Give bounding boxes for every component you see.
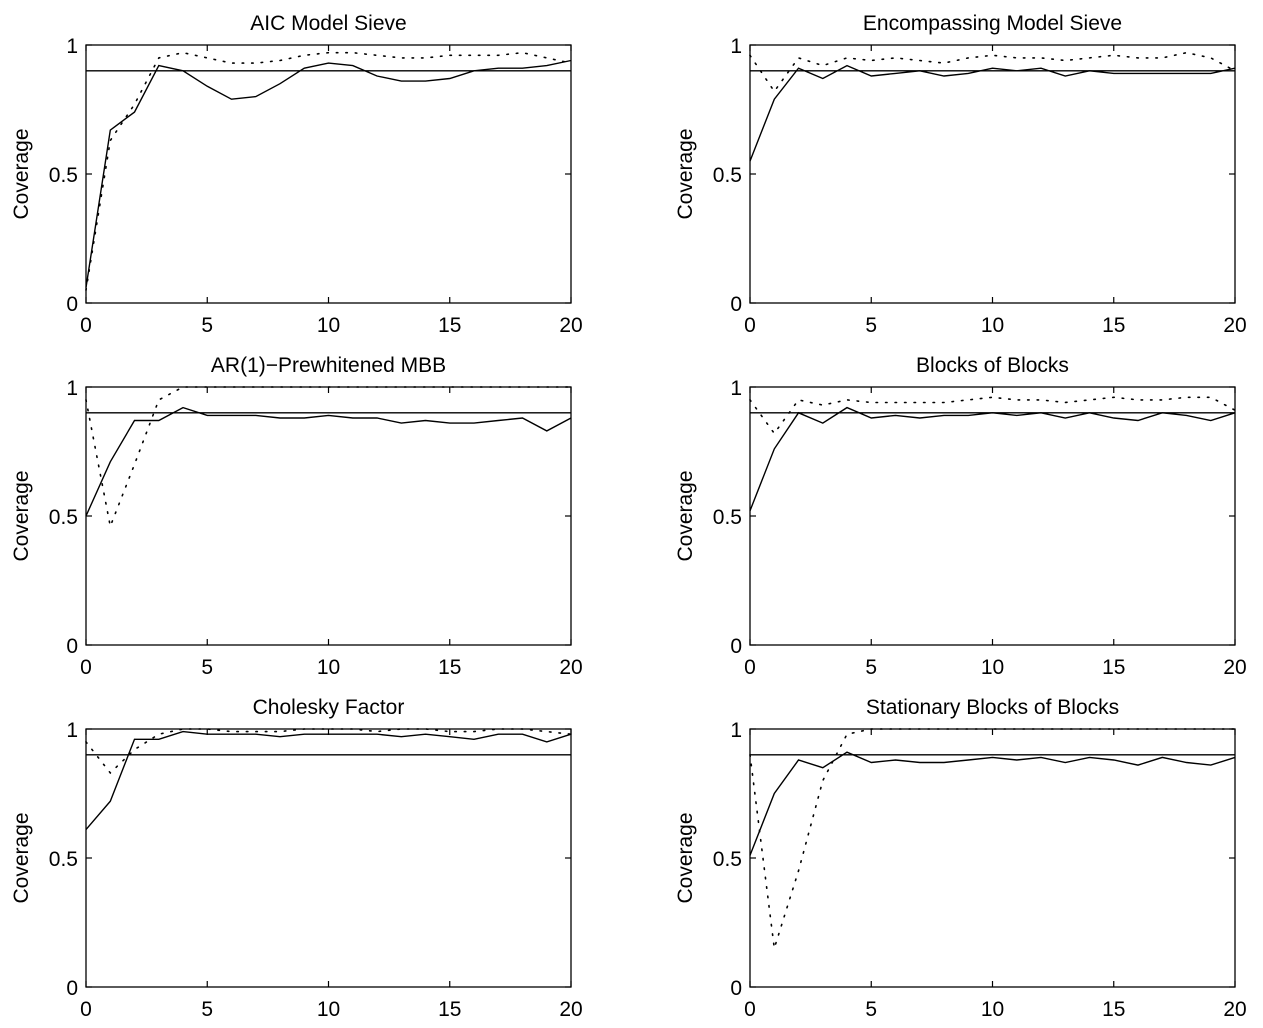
panel-title: Stationary Blocks of Blocks [866,696,1119,719]
panel-5: Cholesky Factor Coverage 0 5 10 15 20 0 0.5 1 [10,696,583,1021]
x-tick-label: 20 [559,998,582,1021]
panel-title: Encompassing Model Sieve [863,12,1122,35]
y-tick-label: 1 [66,719,78,742]
x-tick-label: 0 [744,314,756,337]
dotted-series-line [85,728,572,775]
x-tick-label: 0 [80,656,92,679]
plot-frame [749,386,1236,646]
y-tick-label: 0.5 [713,164,742,187]
panel-3: AR(1)−Prewhitened MBB Coverage 0 5 10 15 20 0 0.… [10,354,583,679]
plot-frame [749,44,1236,304]
y-tick-label: 0.5 [713,506,742,529]
x-tick-label: 5 [201,998,213,1021]
x-tick-label: 15 [438,998,461,1021]
y-tick-label: 0 [730,635,742,658]
panel-4: Blocks of Blocks Coverage 0 5 10 15 20 0 0.5 1 [674,354,1247,679]
x-tick-label: 10 [317,314,340,337]
y-axis-label: Coverage [674,470,697,561]
panel-title: AR(1)−Prewhitened MBB [211,354,446,377]
y-tick-label: 0.5 [49,848,78,871]
y-tick-label: 1 [730,719,742,742]
y-tick-label: 1 [66,377,78,400]
y-tick-label: 0 [66,635,78,658]
y-tick-label: 0.5 [713,848,742,871]
x-tick-label: 15 [1102,998,1125,1021]
y-axis-label: Coverage [674,128,697,219]
x-tick-label: 10 [981,656,1004,679]
x-tick-label: 5 [201,314,213,337]
solid-series-line [749,64,1236,162]
x-tick-label: 20 [559,314,582,337]
x-tick-label: 10 [317,998,340,1021]
dotted-series-line [749,728,1236,949]
x-tick-label: 20 [1223,998,1246,1021]
y-tick-label: 1 [66,35,78,58]
x-tick-label: 15 [438,314,461,337]
panel-1: AIC Model Sieve Coverage 0 5 10 15 20 0 0.5 1 [10,12,583,337]
y-tick-label: 0 [730,977,742,1000]
y-tick-label: 0.5 [49,506,78,529]
plot-frame [85,44,572,304]
y-tick-label: 0 [730,293,742,316]
x-tick-label: 10 [981,314,1004,337]
x-tick-label: 0 [80,314,92,337]
solid-series-line [85,59,572,288]
y-tick-label: 0 [66,293,78,316]
x-tick-label: 15 [438,656,461,679]
x-tick-label: 5 [865,656,877,679]
y-tick-label: 1 [730,377,742,400]
y-tick-label: 0.5 [49,164,78,187]
x-tick-label: 20 [1223,656,1246,679]
y-axis-label: Coverage [674,812,697,903]
y-tick-label: 1 [730,35,742,58]
x-tick-label: 0 [744,998,756,1021]
dotted-series-line [85,51,572,291]
plot-frame [85,728,572,988]
x-tick-label: 5 [201,656,213,679]
solid-series-line [749,406,1236,512]
solid-series-line [749,751,1236,856]
x-tick-label: 0 [80,998,92,1021]
y-axis-label: Coverage [10,128,33,219]
panel-title: Blocks of Blocks [916,354,1069,377]
y-tick-label: 0 [66,977,78,1000]
dotted-series-line [749,51,1236,93]
dotted-series-line [749,396,1236,435]
x-tick-label: 10 [981,998,1004,1021]
x-tick-label: 20 [1223,314,1246,337]
x-tick-label: 5 [865,314,877,337]
x-tick-label: 20 [559,656,582,679]
x-tick-label: 0 [744,656,756,679]
y-axis-label: Coverage [10,470,33,561]
x-tick-label: 15 [1102,314,1125,337]
dotted-series-line [85,386,572,530]
y-axis-label: Coverage [10,812,33,903]
x-tick-label: 10 [317,656,340,679]
solid-series-line [85,406,572,517]
x-tick-label: 5 [865,998,877,1021]
plot-frame [85,386,572,646]
x-tick-label: 15 [1102,656,1125,679]
panel-title: AIC Model Sieve [250,12,406,35]
panel-title: Cholesky Factor [253,696,405,719]
solid-series-line [85,730,572,831]
